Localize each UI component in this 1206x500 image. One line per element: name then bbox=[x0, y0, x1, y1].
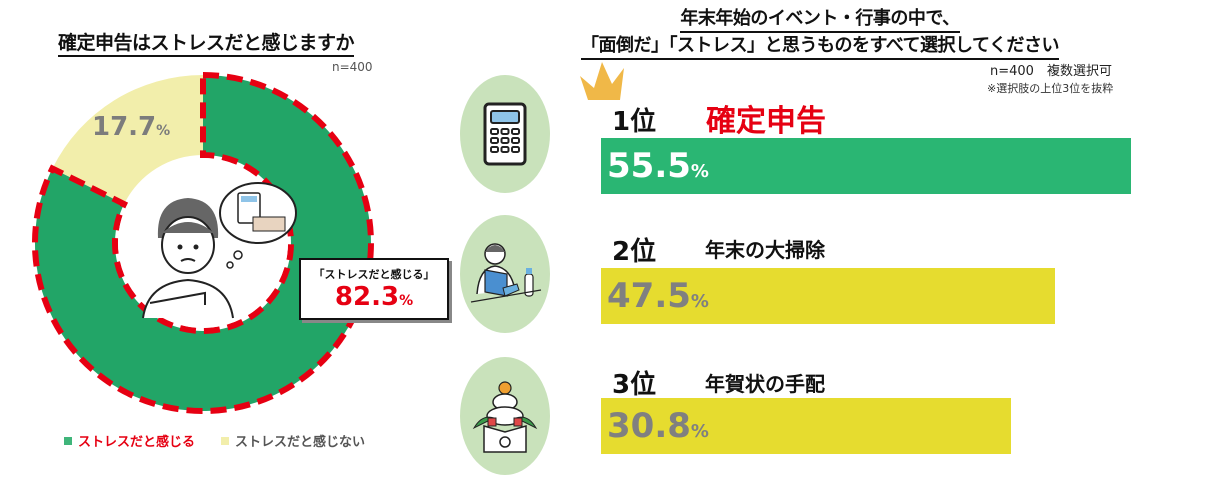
donut-slice-no-stress bbox=[52, 75, 204, 204]
rank-label-3: 3位 bbox=[612, 370, 657, 400]
right-chart-title: 年末年始のイベント・行事の中で、 「面倒だ」「ストレス」と思うものをすべて選択し… bbox=[480, 6, 1160, 60]
kagami-mochi-icon bbox=[472, 381, 538, 453]
right-note: ※選択肢の上位3位を抜粋 bbox=[987, 82, 1114, 95]
left-legend: ストレスだと感じる ストレスだと感じない bbox=[64, 431, 365, 450]
right-sample-size: n=400 複数選択可 bbox=[990, 64, 1112, 79]
calculator-icon-circle bbox=[460, 75, 550, 193]
donut-slice-stress bbox=[31, 71, 374, 414]
left-chart-title: 確定申告はストレスだと感じますか bbox=[36, 28, 376, 57]
bar-3: 30.8% bbox=[601, 398, 1011, 454]
donut-chart bbox=[31, 71, 374, 414]
bar-1: 55.5% bbox=[601, 138, 1131, 194]
rank-label-2: 2位 bbox=[612, 237, 657, 267]
bar-value-1: 55.5% bbox=[607, 146, 709, 186]
rank-label-1: 1位 bbox=[612, 107, 657, 137]
calculator-icon bbox=[483, 102, 527, 166]
item-name-1: 確定申告 bbox=[706, 104, 826, 139]
legend-item-no-stress: ストレスだと感じない bbox=[221, 431, 365, 450]
bar-2: 47.5% bbox=[601, 268, 1055, 324]
kagami-mochi-icon-circle bbox=[460, 357, 550, 475]
callout-label: 「ストレスだと感じる」 bbox=[313, 268, 435, 281]
thought-bubble-icon bbox=[219, 182, 297, 244]
cleaning-person-icon bbox=[470, 243, 542, 303]
bar-value-3: 30.8% bbox=[607, 406, 709, 446]
item-name-2: 年末の大掃除 bbox=[705, 238, 825, 262]
legend-swatch-yellow bbox=[221, 436, 230, 445]
crown-icon bbox=[580, 62, 624, 100]
worried-person-icon bbox=[142, 198, 243, 319]
legend-item-stress: ストレスだと感じる bbox=[64, 431, 195, 450]
stress-callout: 「ストレスだと感じる」 82.3% bbox=[299, 258, 449, 320]
legend-swatch-green bbox=[64, 436, 72, 445]
bar-value-2: 47.5% bbox=[607, 276, 709, 316]
item-name-3: 年賀状の手配 bbox=[705, 372, 825, 396]
no-stress-value: 17.7% bbox=[92, 112, 171, 142]
callout-value: 82.3% bbox=[334, 282, 414, 312]
cleaning-icon-circle bbox=[460, 215, 550, 333]
left-sample-size: n=400 bbox=[332, 60, 373, 74]
